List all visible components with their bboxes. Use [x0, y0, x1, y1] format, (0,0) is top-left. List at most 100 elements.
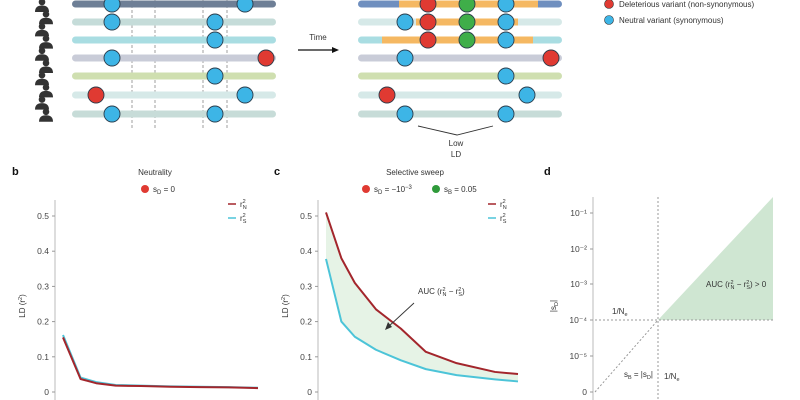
text-part: ): [281, 294, 290, 297]
neutral-variant-dot: [103, 49, 121, 67]
neutral-variant-dot: [103, 13, 121, 31]
y-axis-label: LD (r2): [18, 294, 27, 318]
neutral-variant-dot: [497, 67, 515, 85]
text-part: B: [628, 375, 632, 381]
auc-annotation: AUC (r2 N − r2 S): [385, 287, 465, 330]
haplotype-bar: [72, 72, 276, 80]
person-head: [42, 84, 50, 91]
person-icon: [35, 96, 49, 110]
low-ld-bracket: Low LD: [417, 125, 494, 159]
person-head: [42, 59, 50, 67]
person-icon: [35, 71, 49, 86]
text-part: 1/N: [664, 372, 677, 381]
deleterious-variant-dot: [542, 49, 560, 67]
haplotype-bar: [72, 110, 276, 118]
neutral-variant-dot: [206, 13, 224, 31]
low-ld-label-2: LD: [451, 150, 461, 159]
text-part: ) > 0: [750, 280, 767, 289]
text-part: S: [503, 219, 507, 225]
text-part: ): [18, 294, 27, 297]
panel-label-b: b: [12, 166, 19, 178]
person-head: [38, 47, 46, 55]
neutral-variant-dot: [206, 31, 224, 49]
y-tick-label: 0.4: [300, 246, 312, 256]
y-tick-label: 0.4: [37, 246, 49, 256]
y-tick-label: 10⁻³: [570, 279, 587, 289]
legend-neutral: Neutral variant (synonymous): [619, 16, 724, 25]
y-tick-label: 0.3: [300, 281, 312, 291]
panel-label-d: d: [544, 166, 551, 178]
neutral-variant-dot: [236, 86, 254, 104]
chart-b-legend-marker: sD = 0: [153, 185, 175, 196]
deleterious-variant-dot: [419, 0, 437, 13]
text-part: 2: [243, 213, 246, 219]
person-icon: [35, 47, 49, 61]
auc-area: [326, 212, 518, 382]
haplotypes-after: [358, 0, 562, 123]
y-tick-label: 0.2: [37, 317, 49, 327]
haplotype-bar: [72, 36, 276, 44]
text-part: D: [554, 302, 560, 306]
haplotype-bar: [358, 54, 562, 62]
person-body: [39, 115, 53, 122]
text-part: 2: [503, 213, 506, 219]
population-icons: [35, 0, 53, 122]
sweep-segment: [382, 36, 533, 44]
person-head: [38, 23, 46, 30]
person-head: [38, 96, 46, 103]
haplotypes-before: [72, 0, 276, 128]
person-body: [35, 5, 49, 12]
region-label: AUC (r2 N − r2 S) > 0: [706, 280, 767, 291]
y-tick-label: 0.5: [300, 211, 312, 221]
person-icon: [35, 0, 49, 12]
haplotype-bar: [358, 91, 562, 99]
neutral-variant-dot: [206, 67, 224, 85]
person-body: [39, 42, 53, 49]
text-part: |: [549, 300, 558, 302]
deleterious-variant-dot: [87, 86, 105, 104]
person-body: [35, 29, 49, 37]
text-part: |s: [549, 306, 558, 312]
text-part: 2: [243, 199, 246, 205]
neutral-variant-dot: [103, 0, 121, 13]
neutral-variant-dot: [396, 49, 414, 67]
person-body: [39, 66, 53, 73]
neutral-variant-dot: [396, 13, 414, 31]
legend-deleterious: Deleterious variant (non-synonymous): [619, 0, 755, 9]
y-tick-label: 0: [307, 387, 312, 397]
text-part: LD (r: [18, 300, 27, 318]
neutral-variant-dot: [518, 86, 536, 104]
text-part: 2: [281, 297, 287, 300]
variant-legend: Deleterious variant (non-synonymous) Neu…: [604, 0, 755, 25]
series-line: [325, 258, 519, 383]
deleterious-variant-dot: [419, 13, 437, 31]
beneficial-variant-dot: [458, 31, 476, 49]
y-axis-label: |sD|: [549, 300, 560, 312]
person-body: [39, 90, 53, 98]
deleterious-variant-dot: [419, 31, 437, 49]
person-body: [35, 78, 49, 86]
text-part: 2: [18, 297, 24, 300]
diagonal-label: sB = |sD|: [624, 370, 653, 381]
person-head: [38, 0, 46, 6]
haplotype-bar: [358, 110, 562, 118]
haplotype-bar: [72, 91, 276, 99]
legend-label: r2 N: [500, 199, 507, 211]
haplotype-bar: [72, 54, 276, 62]
y-tick-label: 10⁻⁴: [569, 315, 587, 325]
text-part: 2: [730, 280, 733, 286]
neutral-variant-dot: [103, 105, 121, 123]
text-part: S: [243, 219, 247, 225]
person-icon: [39, 59, 53, 73]
person-icon: [39, 10, 53, 25]
y-tick-label: 0.3: [37, 281, 49, 291]
y-tick-label: 0.1: [37, 352, 49, 362]
text-part: = |s: [632, 370, 647, 379]
sd-marker-icon: [362, 185, 370, 193]
chart-b: 00.10.20.30.40.5LD (r2)r2 Nr2 S: [18, 199, 259, 400]
auc-positive-region: [658, 197, 773, 320]
chart-b-title: Neutrality: [138, 168, 172, 177]
text-part: |: [651, 370, 653, 379]
deleterious-dot-icon: [604, 0, 614, 9]
legend-label: r2 N: [240, 199, 247, 211]
